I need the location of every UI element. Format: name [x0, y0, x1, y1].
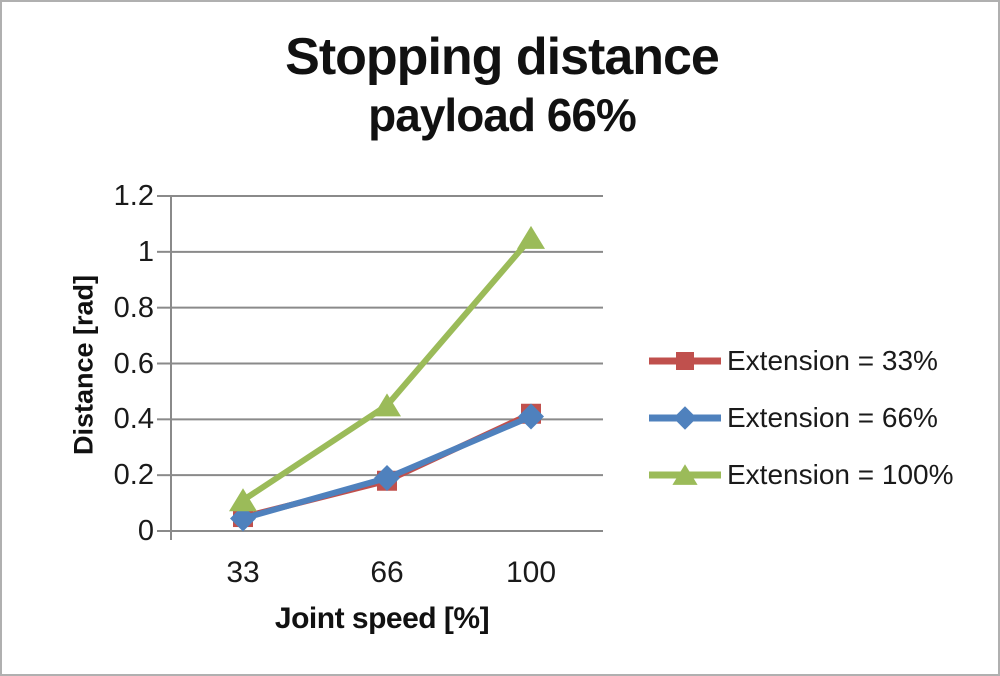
y-axis-title: Distance [rad] [68, 274, 99, 456]
y-tick-label: 0.2 [113, 459, 154, 492]
legend-entry: Extension = 66% [648, 402, 954, 433]
series-line [240, 234, 534, 504]
x-tick-label: 100 [505, 556, 557, 589]
triangle-marker-icon [373, 393, 401, 417]
diamond-marker-icon [374, 464, 400, 491]
legend-label: Extension = 66% [727, 402, 938, 433]
x-tick-label: 66 [370, 556, 404, 589]
legend-swatch [649, 464, 721, 485]
legend-swatch [649, 406, 721, 430]
triangle-marker-icon [517, 225, 545, 249]
diamond-marker-icon [230, 505, 256, 532]
diamond-marker-icon [673, 406, 697, 430]
legend-swatch [649, 352, 721, 370]
legend: Extension = 33% Extension = 66% Extension … [648, 345, 954, 517]
x-tick-label: 33 [226, 556, 260, 589]
y-tick-label: 0.4 [113, 403, 154, 436]
square-marker-icon [676, 352, 694, 370]
triangle-marker-icon [672, 464, 698, 485]
legend-entry: Extension = 33% [648, 345, 954, 376]
diamond-marker-icon [518, 403, 544, 430]
chart-title: Stopping distance [285, 28, 720, 86]
chart-subtitle: payload 66% [368, 89, 637, 141]
legend-label: Extension = 100% [727, 459, 954, 490]
y-tick-label: 0.6 [113, 347, 154, 380]
y-tick-label: 0 [137, 515, 154, 547]
legend-entry: Extension = 100% [648, 459, 954, 490]
y-tick-label: 1.2 [113, 180, 154, 212]
y-tick-label: 1 [137, 235, 154, 268]
x-axis-title: Joint speed [%] [274, 602, 490, 635]
triangle-marker-icon [229, 488, 257, 512]
y-tick-label: 0.8 [113, 291, 154, 324]
legend-label: Extension = 33% [727, 345, 938, 376]
